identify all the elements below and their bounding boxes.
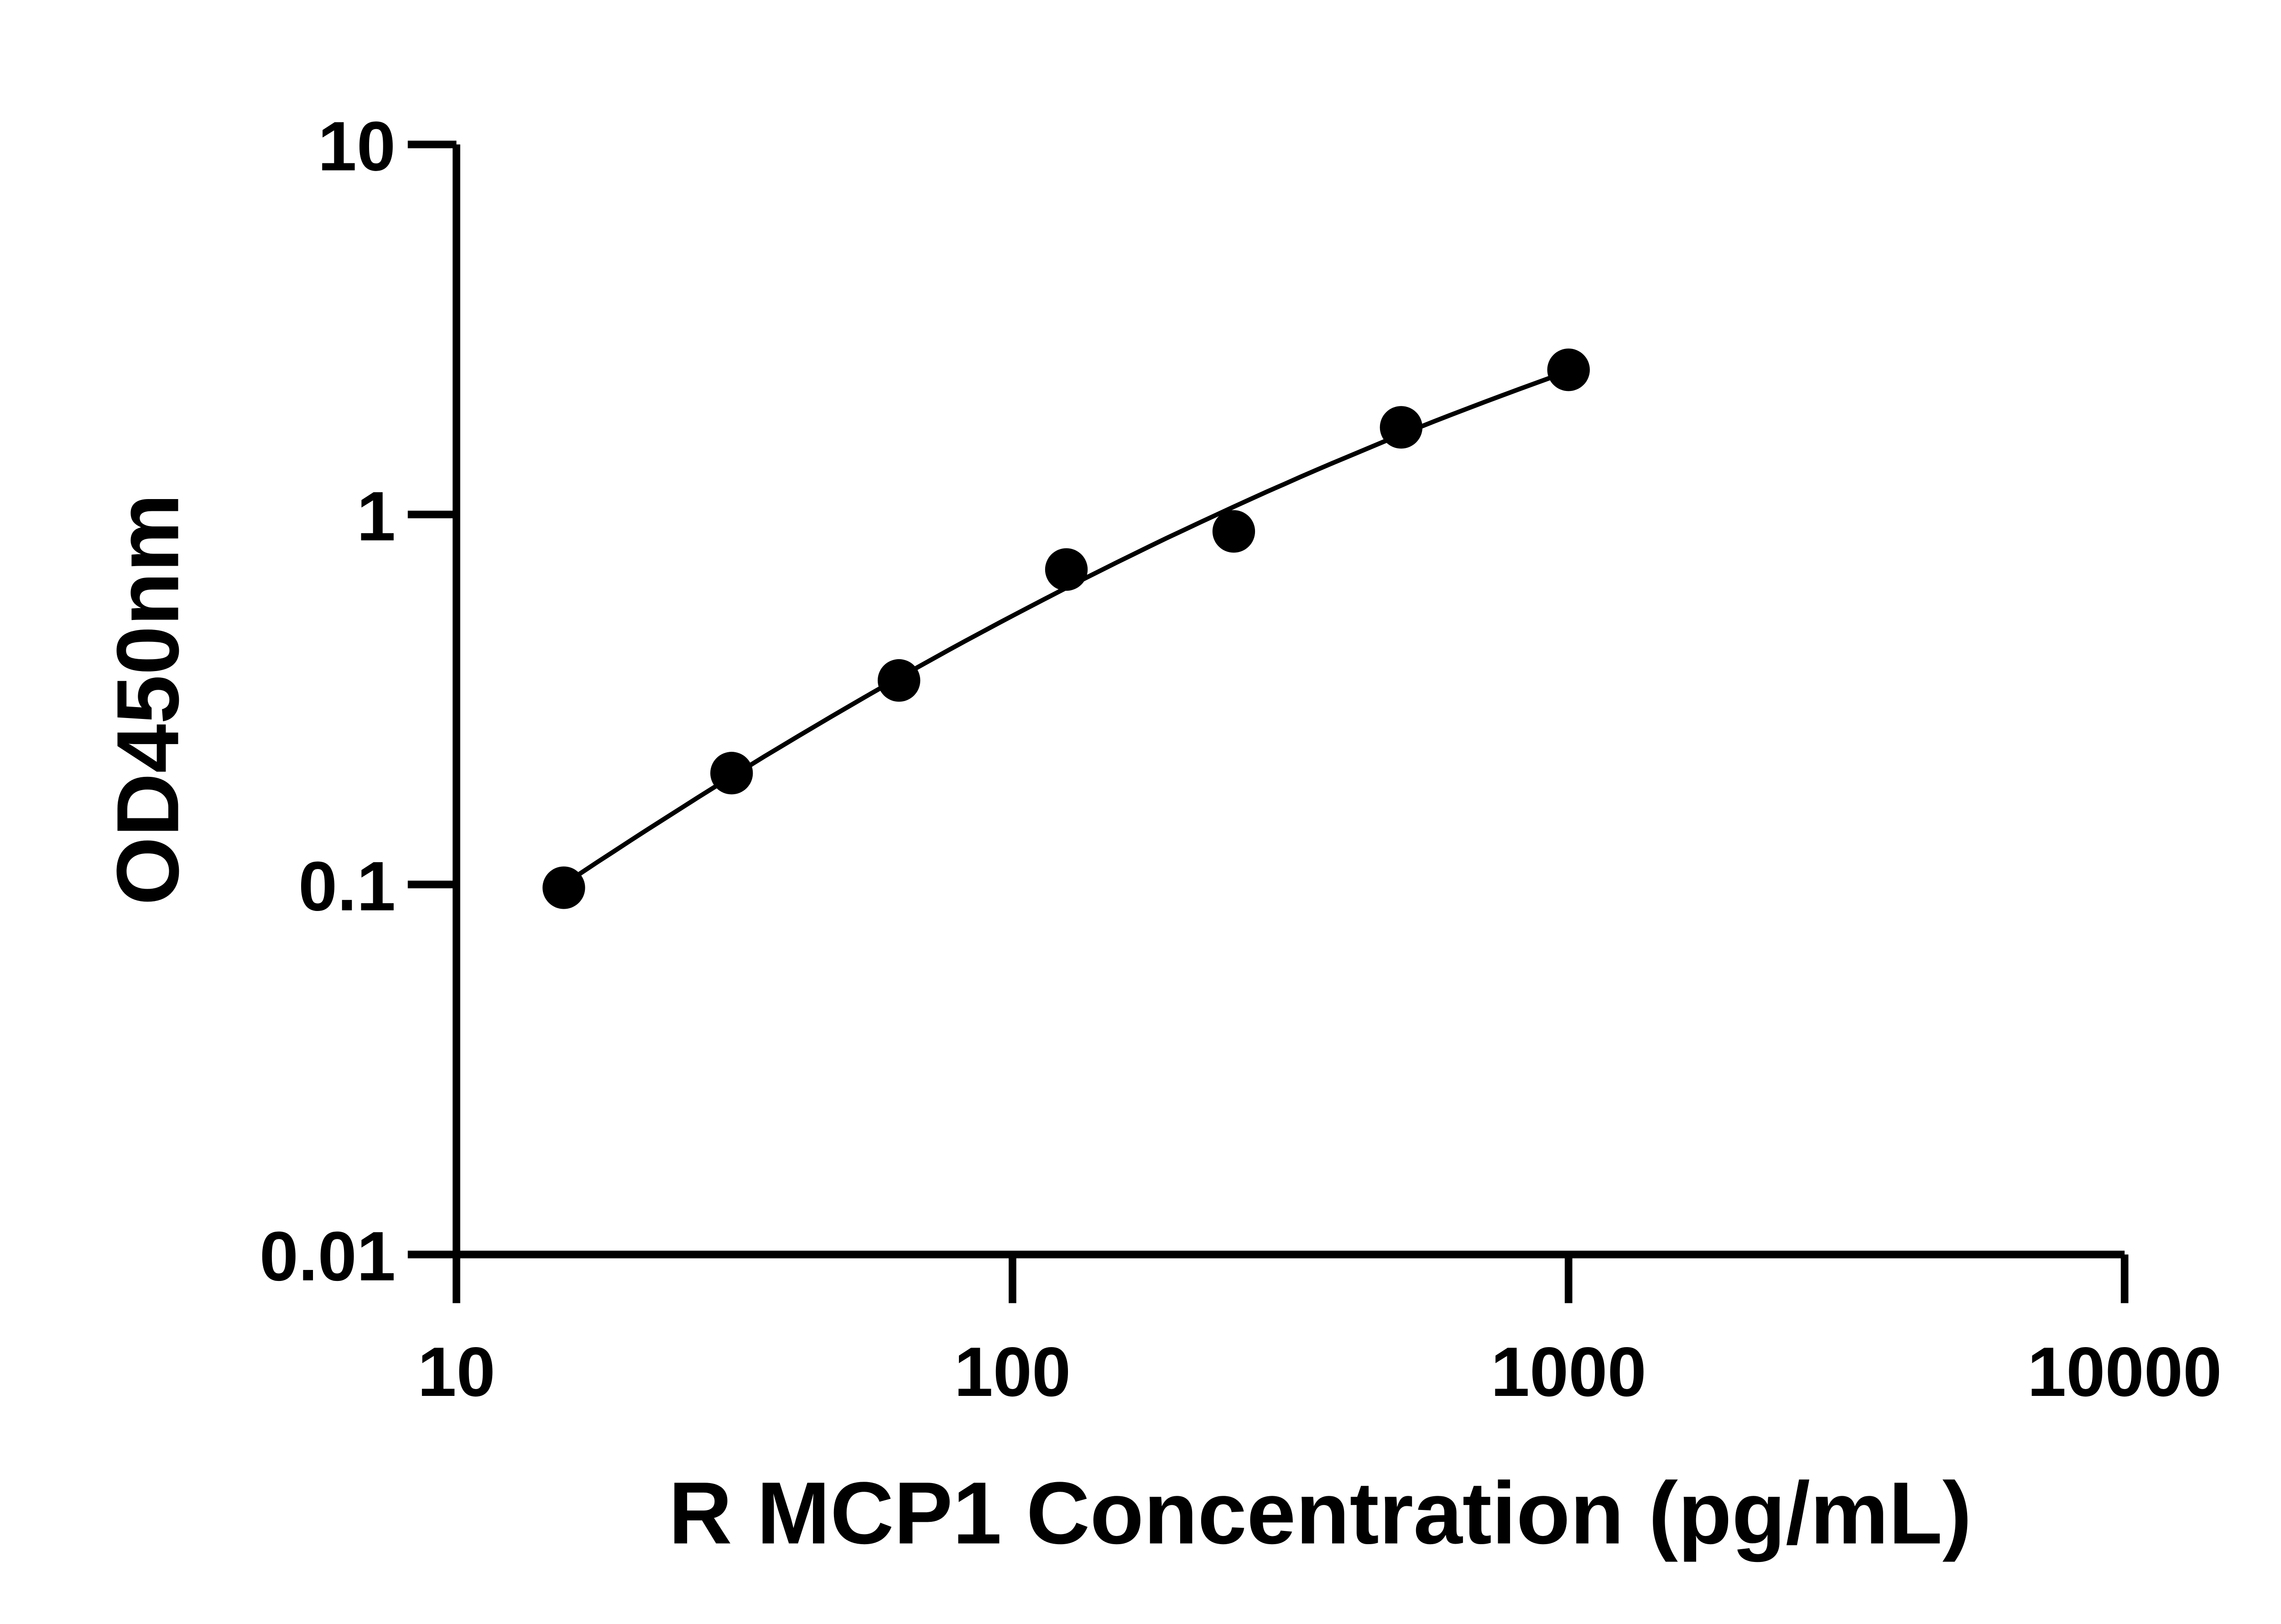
y-tick-label: 0.1 bbox=[298, 848, 396, 926]
y-axis-title: OD450nm bbox=[99, 494, 197, 906]
x-tick-label: 100 bbox=[954, 1333, 1071, 1411]
y-tick-label: 1 bbox=[357, 477, 396, 555]
fit-curve bbox=[562, 369, 1569, 887]
x-tick-label: 1000 bbox=[1491, 1333, 1646, 1411]
axes: 10 100 1000 10000 0.01 0.1 1 10 bbox=[260, 107, 2222, 1411]
y-tick-label: 0.01 bbox=[260, 1218, 396, 1296]
data-points bbox=[542, 349, 1590, 909]
x-tick-label: 10 bbox=[417, 1333, 495, 1411]
x-axis-title: R MCP1 Concentration (pg/mL) bbox=[668, 1463, 1972, 1562]
data-point bbox=[877, 659, 921, 702]
y-tick-label: 10 bbox=[318, 107, 396, 185]
data-point bbox=[1212, 510, 1255, 553]
data-point bbox=[1380, 406, 1423, 449]
x-tick-label: 10000 bbox=[2027, 1333, 2222, 1411]
fit-curve-group bbox=[562, 369, 1569, 887]
data-point bbox=[1045, 548, 1088, 591]
data-point bbox=[542, 866, 585, 909]
data-point bbox=[1547, 349, 1590, 391]
data-point bbox=[710, 752, 753, 795]
